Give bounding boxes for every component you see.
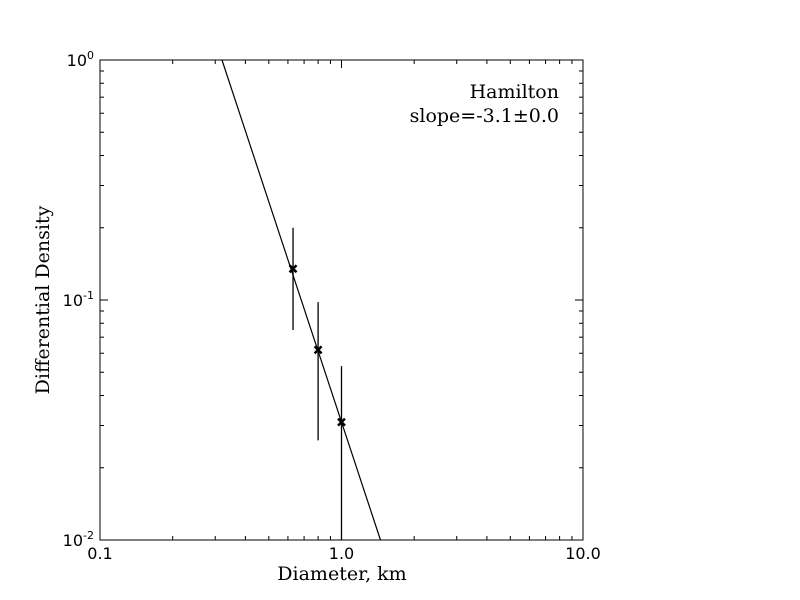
data-point-x-marker bbox=[313, 345, 323, 355]
annotation-slope: slope=-3.1±0.0 bbox=[410, 105, 559, 127]
major-ticks bbox=[99, 59, 584, 541]
x-axis-label: Diameter, km bbox=[277, 563, 406, 585]
y-axis-label: Differential Density bbox=[32, 205, 54, 394]
x-tick-label: 0.1 bbox=[87, 544, 112, 563]
y-tick-label: 100 bbox=[67, 49, 94, 70]
y-tick-label: 10-1 bbox=[63, 289, 94, 310]
data-point-x-marker bbox=[288, 264, 298, 274]
x-tick-label: 1.0 bbox=[329, 544, 354, 563]
data-point-x-marker bbox=[337, 417, 346, 427]
x-tick-label: 10.0 bbox=[565, 544, 601, 563]
minor-ticks bbox=[100, 60, 583, 540]
y-tick-labels: 100 10-1 10-2 bbox=[63, 49, 94, 550]
fit-line-layer bbox=[221, 59, 382, 541]
fit-line bbox=[221, 59, 382, 541]
points-layer bbox=[288, 227, 346, 540]
y-tick-label: 10-2 bbox=[63, 529, 94, 550]
x-tick-labels: 0.1 1.0 10.0 bbox=[87, 544, 601, 563]
annotation-name: Hamilton bbox=[470, 81, 559, 103]
